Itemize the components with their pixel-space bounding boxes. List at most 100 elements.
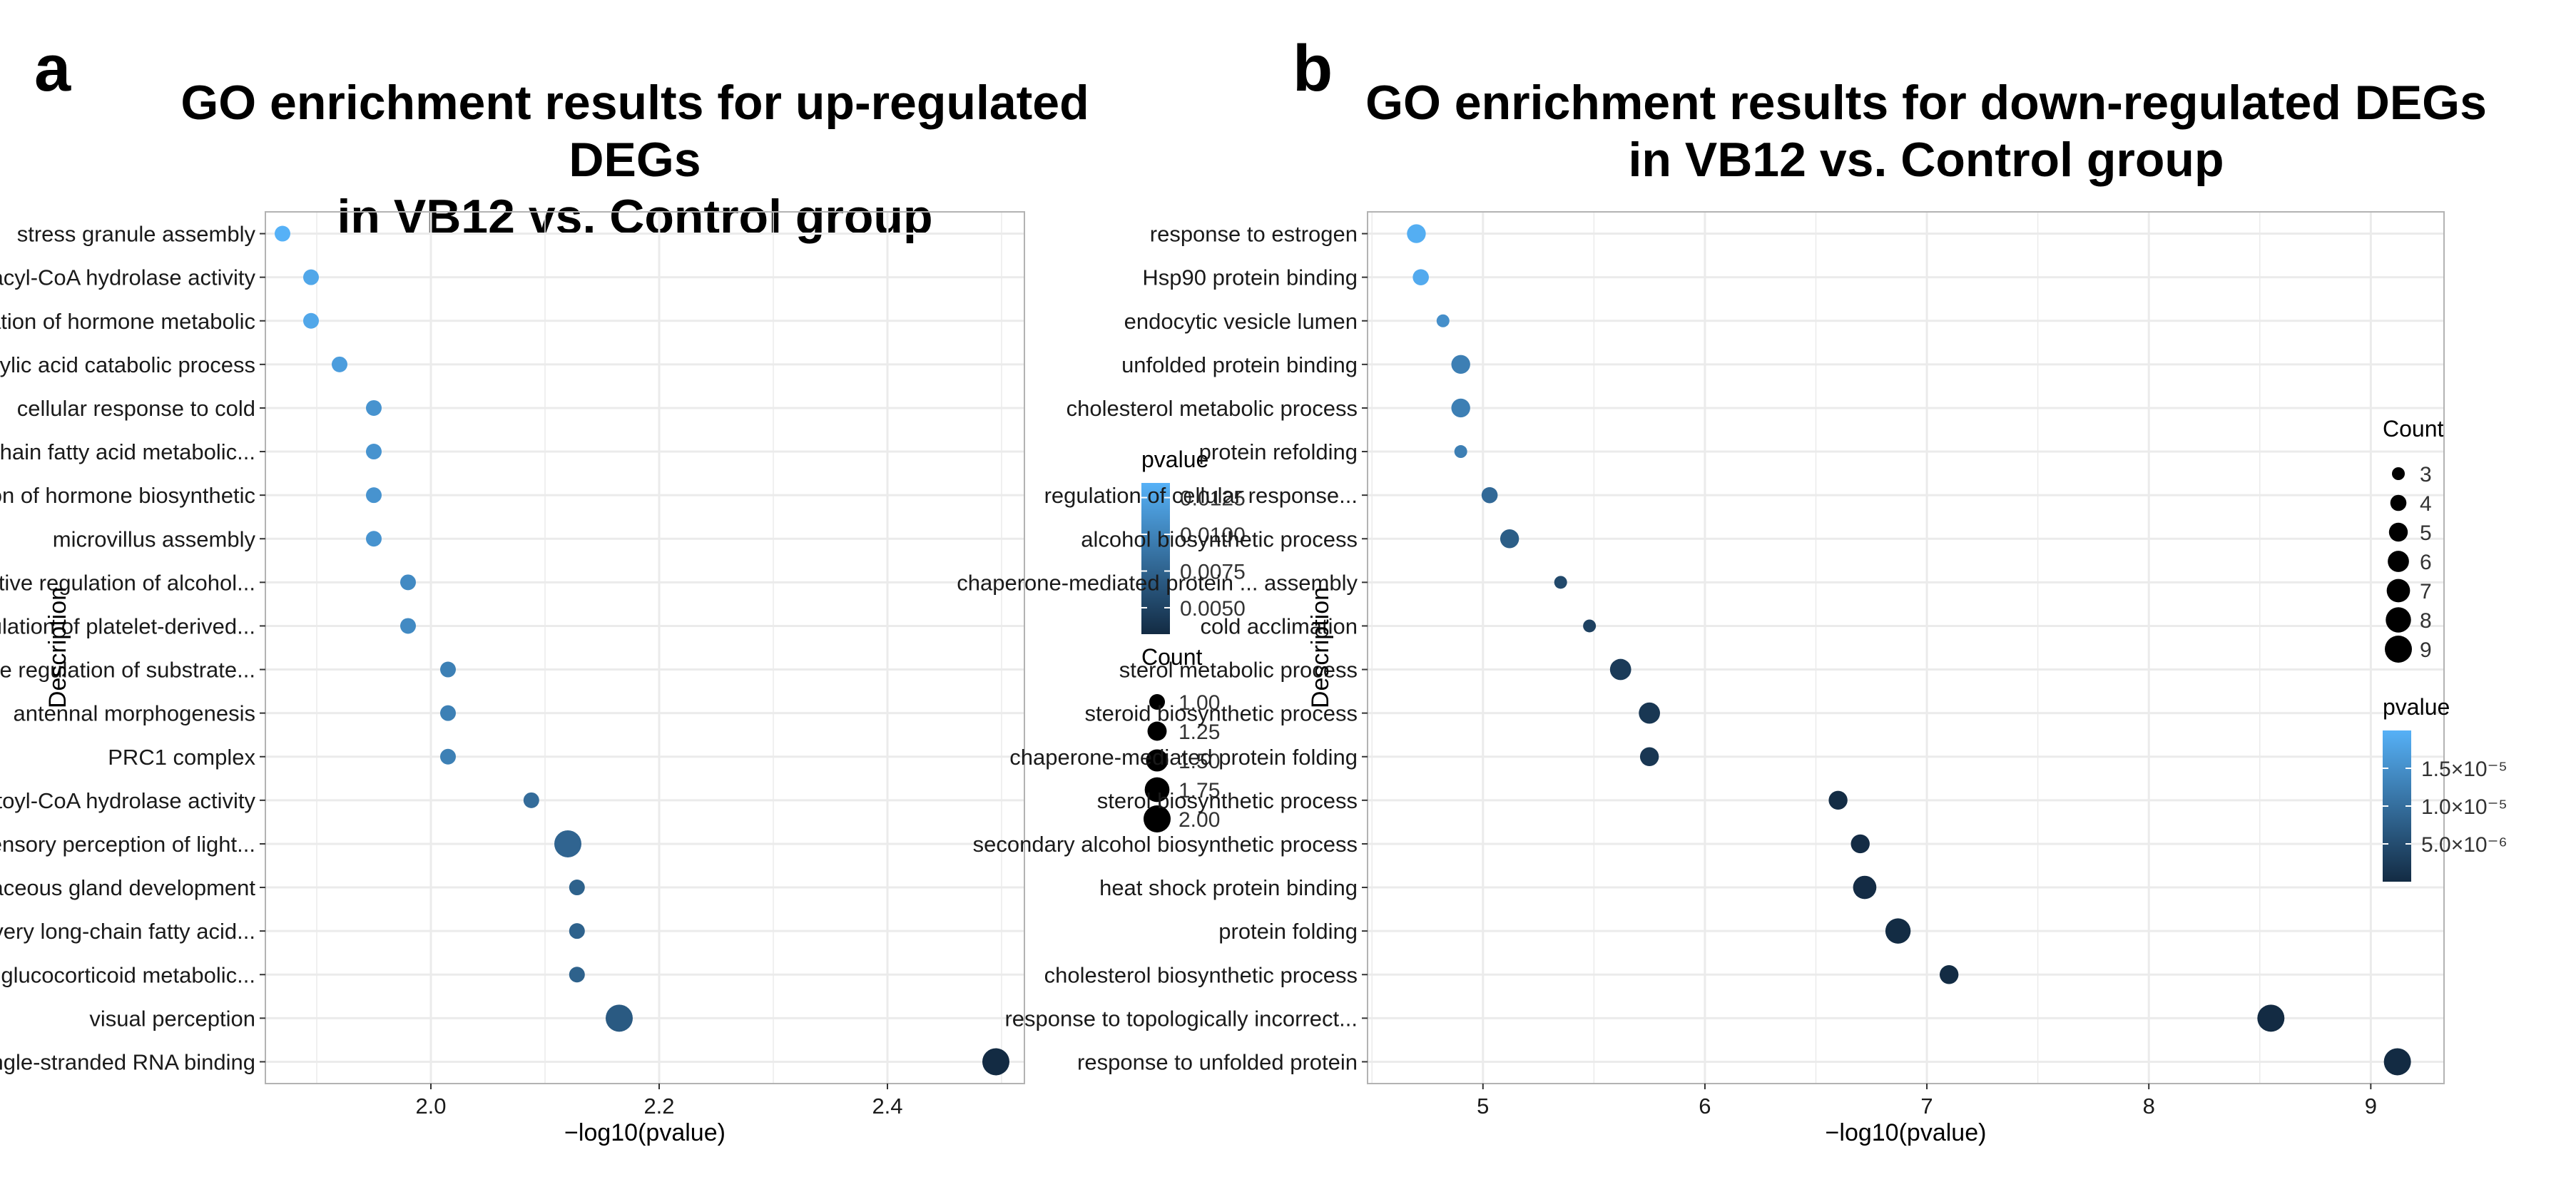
y-tick-label: sterol metabolic process: [1119, 658, 1358, 683]
x-tick-label: 2.2: [643, 1094, 674, 1119]
x-tick-label: 9: [2365, 1094, 2377, 1119]
y-tick-label: secondary alcohol biosynthetic process: [973, 832, 1358, 857]
y-tick-label: short-chain fatty acid metabolic...: [0, 439, 255, 464]
legend-size-label: 1.50: [1178, 750, 1220, 773]
legend-size-label: 5: [2420, 521, 2432, 545]
y-tick-label: acyl-CoA hydrolase activity: [0, 265, 255, 290]
data-point: [1407, 224, 1426, 243]
data-point: [1885, 918, 1911, 944]
data-point: [1850, 834, 1870, 854]
y-tick-label: dicarboxylic acid catabolic process: [0, 352, 255, 377]
panel-label-a: a: [34, 32, 71, 105]
y-tick-label: microvillus assembly: [53, 526, 256, 551]
y-tick-label: very long-chain fatty acid...: [0, 919, 255, 944]
legend-size-label: 4: [2420, 492, 2432, 516]
chart-title-a-line1: GO enrichment results for up-regulated D…: [180, 76, 1089, 187]
legend-size-label: 7: [2420, 580, 2432, 603]
data-point: [523, 792, 539, 808]
data-point: [1639, 747, 1659, 766]
y-tick-label: heat shock protein binding: [1099, 875, 1358, 900]
data-point: [1451, 398, 1470, 418]
data-point: [2257, 1004, 2285, 1032]
data-point: [303, 269, 319, 285]
data-point: [1583, 619, 1597, 633]
legend-size-title: Count: [2383, 416, 2444, 442]
data-point: [1412, 269, 1429, 285]
y-tick-label: palmitoyl-CoA hydrolase activity: [0, 788, 255, 813]
y-tick-label: endocytic vesicle lumen: [1124, 309, 1358, 334]
y-tick-label: unfolded protein binding: [1121, 352, 1358, 377]
x-tick-label: 2.4: [872, 1094, 902, 1119]
y-tick-label: chaperone-mediated protein ... assembly: [957, 570, 1358, 595]
y-tick-label: cholesterol metabolic process: [1066, 396, 1358, 421]
data-point: [569, 923, 585, 939]
y-tick-label: antennal morphogenesis: [13, 701, 255, 726]
x-tick-label: 2.0: [415, 1094, 446, 1119]
y-tick-label: cholesterol biosynthetic process: [1044, 962, 1358, 987]
plot-frame: [265, 211, 1025, 1084]
data-point: [366, 487, 382, 504]
legend-size-label: 1.25: [1178, 720, 1220, 744]
x-tick-label: 5: [1477, 1094, 1489, 1119]
data-point: [275, 225, 290, 242]
legend-color-label: 0.0075: [1180, 560, 1246, 584]
legend-size-label: 2.00: [1178, 808, 1220, 832]
legend-size-swatch: [1144, 805, 1171, 832]
y-tick-label: stress granule assembly: [17, 222, 256, 247]
y-tick-label: negative regulation of platelet-derived.…: [0, 613, 255, 638]
data-point: [440, 705, 456, 721]
legend-size-swatch: [1147, 721, 1167, 741]
legend-size-swatch: [1149, 694, 1165, 710]
y-tick-label: cellular response to cold: [17, 396, 255, 421]
legend-size-swatch: [2388, 551, 2409, 572]
y-tick-label: single-stranded RNA binding: [0, 1049, 255, 1074]
data-point: [1639, 702, 1661, 724]
chart-title-a-line2: in VB12 vs. Control group: [337, 190, 933, 244]
data-point: [2383, 1048, 2411, 1076]
x-tick-label: 6: [1699, 1094, 1711, 1119]
data-point: [982, 1048, 1009, 1076]
legend-color-label: 0.0100: [1180, 524, 1246, 547]
legend-size-title: Count: [1141, 644, 1203, 670]
data-point: [1828, 790, 1848, 810]
legend-size-swatch: [1144, 777, 1170, 803]
data-point: [332, 356, 347, 372]
legend-size-label: 6: [2420, 551, 2432, 574]
legend-size-label: 1.75: [1178, 779, 1220, 803]
data-point: [1481, 486, 1498, 504]
data-point: [440, 661, 456, 678]
data-point: [606, 1004, 633, 1032]
y-tick-label: sterol biosynthetic process: [1097, 788, 1358, 813]
legend-size-swatch: [2385, 636, 2412, 663]
y-axis-title: Description: [1307, 587, 1334, 708]
data-point: [1853, 875, 1877, 900]
data-point: [1554, 576, 1567, 589]
data-point: [440, 748, 456, 765]
y-tick-label: steroid biosynthetic process: [1084, 701, 1358, 726]
y-axis-title: Description: [44, 587, 71, 708]
data-point: [1451, 355, 1470, 375]
legend-color-title: pvalue: [1141, 447, 1208, 472]
legend-color-label: 0.0125: [1180, 487, 1246, 511]
data-point: [1500, 529, 1519, 549]
legend-size-swatch: [2388, 522, 2408, 542]
legend-size-label: 3: [2420, 463, 2432, 486]
y-tick-label: negative regulation of hormone biosynthe…: [0, 483, 255, 508]
y-tick-label: Hsp90 protein binding: [1142, 265, 1358, 290]
y-tick-label: negative regulation of substrate...: [0, 658, 255, 683]
data-point: [366, 444, 382, 460]
y-tick-label: negative regulation of alcohol...: [0, 570, 255, 595]
legend-color-label: 0.0050: [1180, 597, 1246, 621]
x-axis-title: −log10(pvalue): [1826, 1119, 1987, 1146]
data-point: [569, 880, 585, 896]
y-tick-label: regulation of cellular response...: [1044, 483, 1358, 508]
data-point: [1454, 445, 1467, 459]
data-point: [1436, 314, 1450, 327]
legend-size-swatch: [2390, 494, 2407, 511]
y-tick-label: chaperone-mediated protein folding: [1009, 745, 1358, 770]
data-point: [303, 312, 319, 329]
data-point: [400, 574, 416, 591]
legend-size-swatch: [2386, 579, 2410, 603]
x-tick-label: 8: [2143, 1094, 2155, 1119]
chart-a: stress granule assembly acyl-CoA hydrolas…: [0, 211, 1246, 1146]
